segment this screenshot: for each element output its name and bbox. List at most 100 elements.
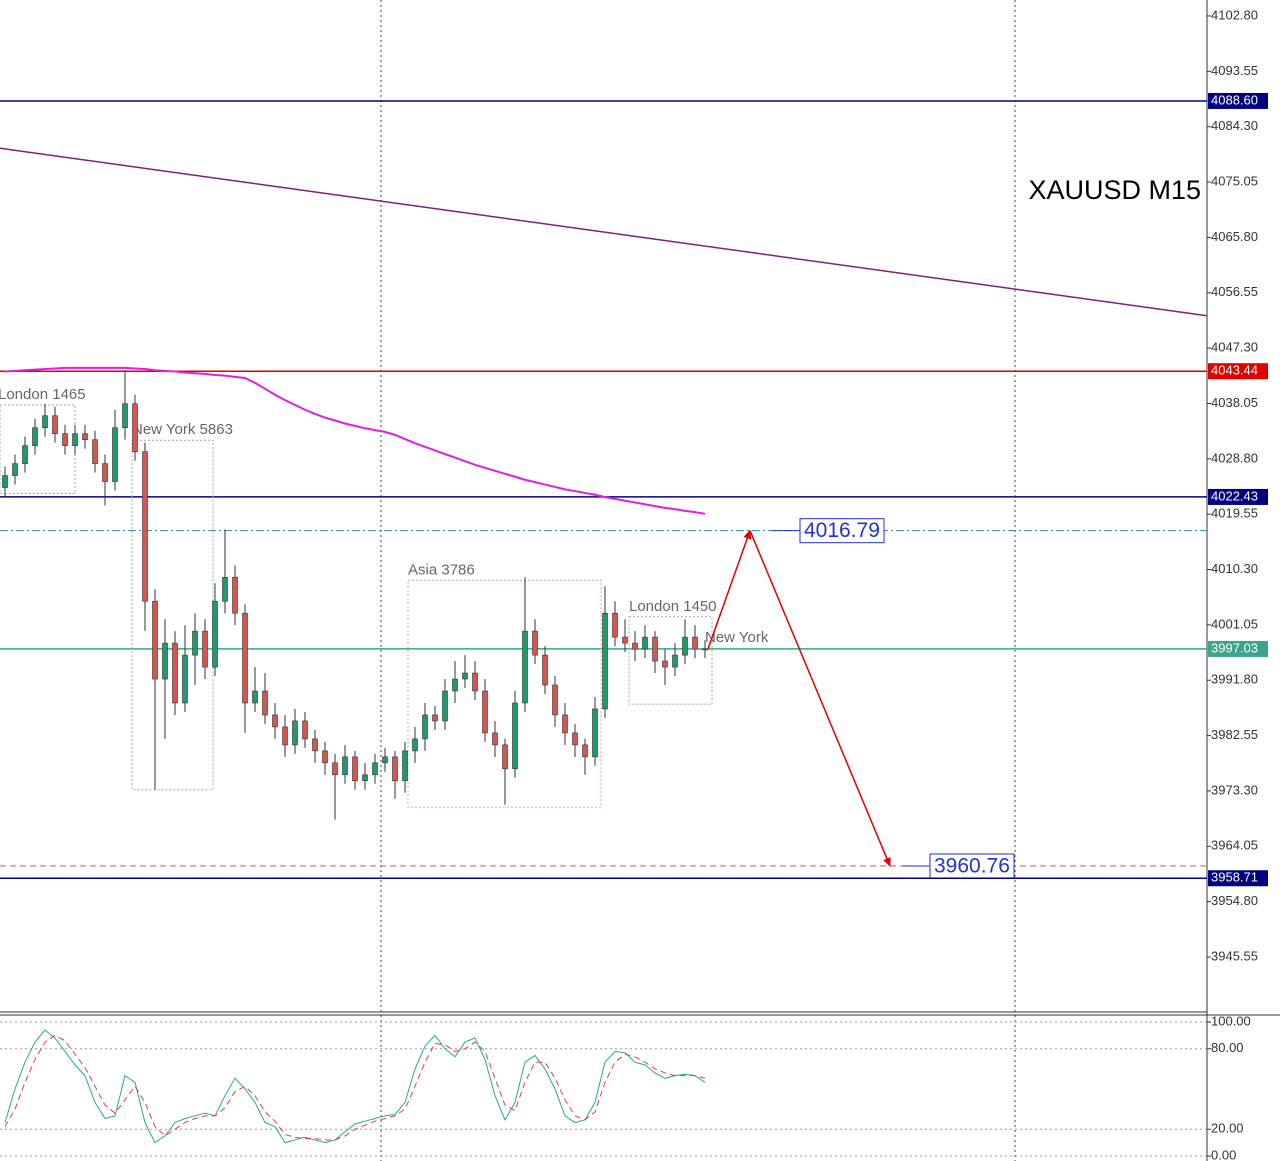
- y-tick-label: 4028.80: [1211, 450, 1258, 465]
- candle-body: [562, 714, 568, 734]
- y-tick-label: 3982.55: [1211, 727, 1258, 742]
- candle-body: [72, 433, 78, 446]
- candle-body: [132, 403, 138, 452]
- y-tick-label: 4093.55: [1211, 63, 1258, 78]
- candle-body: [172, 642, 178, 704]
- candle-body: [432, 714, 438, 722]
- session-label: New York 5863: [132, 421, 233, 438]
- candle-body: [102, 463, 108, 482]
- price-tag: [1208, 92, 1268, 109]
- y-tick-label: 4010.30: [1211, 561, 1258, 576]
- price-tag: [1208, 640, 1268, 657]
- candle-body: [692, 636, 698, 650]
- candle-body: [452, 678, 458, 692]
- y-tick-label: 4019.55: [1211, 506, 1258, 521]
- y-tick-label: 3991.80: [1211, 672, 1258, 687]
- session-box: [407, 579, 602, 808]
- candle-body: [202, 630, 208, 668]
- session-label: London 1450: [629, 598, 717, 615]
- price-box: [929, 853, 1015, 879]
- trendline: [0, 147, 1208, 317]
- candle-body: [212, 600, 218, 668]
- candle-body: [492, 732, 498, 746]
- price-tag-label: 3958.71: [1211, 870, 1258, 885]
- candle-body: [92, 439, 98, 464]
- candle-body: [632, 642, 638, 650]
- candle-body: [252, 690, 258, 704]
- y-tick-label: 4065.80: [1211, 229, 1258, 244]
- candle-body: [622, 636, 628, 644]
- candle-body: [612, 612, 618, 638]
- candle-body: [272, 714, 278, 728]
- osc-tick-label: 0.00: [1211, 1147, 1236, 1161]
- y-tick-label: 3964.05: [1211, 838, 1258, 853]
- session-label: Asia 3786: [408, 561, 475, 578]
- osc-tick-label: 100.00: [1211, 1013, 1251, 1028]
- candle-body: [602, 612, 608, 710]
- candle-body: [442, 690, 448, 722]
- candle-body: [592, 708, 598, 758]
- candle-body: [462, 672, 468, 680]
- candle-body: [392, 756, 398, 782]
- candle-body: [502, 744, 508, 770]
- y-tick-label: 4047.30: [1211, 340, 1258, 355]
- forecast-arrow: [749, 530, 891, 867]
- candle-body: [382, 756, 388, 764]
- y-tick-label: 4102.80: [1211, 7, 1258, 22]
- candle-body: [482, 690, 488, 734]
- price-tag: [1208, 363, 1268, 380]
- candle-body: [522, 630, 528, 704]
- candle-body: [2, 475, 8, 488]
- candle-body: [142, 451, 148, 602]
- candle-body: [662, 660, 668, 668]
- candle-body: [122, 403, 128, 428]
- price-tag-label: 3997.03: [1211, 640, 1258, 655]
- session-label: New York: [705, 629, 769, 646]
- candle-body: [362, 774, 368, 782]
- candle-body: [242, 612, 248, 704]
- y-tick-label: 4056.55: [1211, 284, 1258, 299]
- candle-body: [342, 756, 348, 776]
- candle-body: [162, 642, 168, 680]
- candle-body: [12, 463, 18, 476]
- session-box: [131, 439, 214, 791]
- candle-body: [282, 726, 288, 746]
- candle-body: [682, 636, 688, 656]
- candle-body: [542, 654, 548, 686]
- y-tick-label: 4001.05: [1211, 616, 1258, 631]
- chart-title: XAUUSD M15: [1028, 175, 1201, 205]
- price-tag-label: 4088.60: [1211, 92, 1258, 107]
- price-box: [799, 518, 885, 544]
- oscillator-line: [4, 1029, 706, 1144]
- price-tag-label: 4022.43: [1211, 488, 1258, 503]
- candle-body: [322, 750, 328, 764]
- candle-body: [532, 630, 538, 656]
- candle-body: [42, 415, 48, 428]
- y-tick-label: 3954.80: [1211, 893, 1258, 908]
- candle-body: [192, 630, 198, 656]
- candle-body: [262, 690, 268, 716]
- candle-body: [512, 702, 518, 770]
- y-tick-label: 4075.05: [1211, 173, 1258, 188]
- session-box: [628, 616, 713, 705]
- candle-body: [222, 577, 228, 602]
- y-tick-label: 3973.30: [1211, 782, 1258, 797]
- price-tag: [1208, 488, 1268, 505]
- y-tick-label: 4084.30: [1211, 118, 1258, 133]
- session-box: [0, 404, 76, 495]
- candle-body: [182, 654, 188, 704]
- candle-body: [572, 732, 578, 746]
- candle-body: [62, 433, 68, 446]
- candle-body: [82, 433, 88, 440]
- y-tick-label: 4038.05: [1211, 395, 1258, 410]
- candle-body: [292, 720, 298, 746]
- session-label: London 1465: [0, 386, 86, 403]
- candle-body: [302, 720, 308, 740]
- price-box-label: 4016.79: [804, 519, 880, 542]
- candle-body: [232, 577, 238, 614]
- candle-body: [332, 762, 338, 776]
- candle-body: [652, 636, 658, 662]
- y-tick-label: 3945.55: [1211, 948, 1258, 963]
